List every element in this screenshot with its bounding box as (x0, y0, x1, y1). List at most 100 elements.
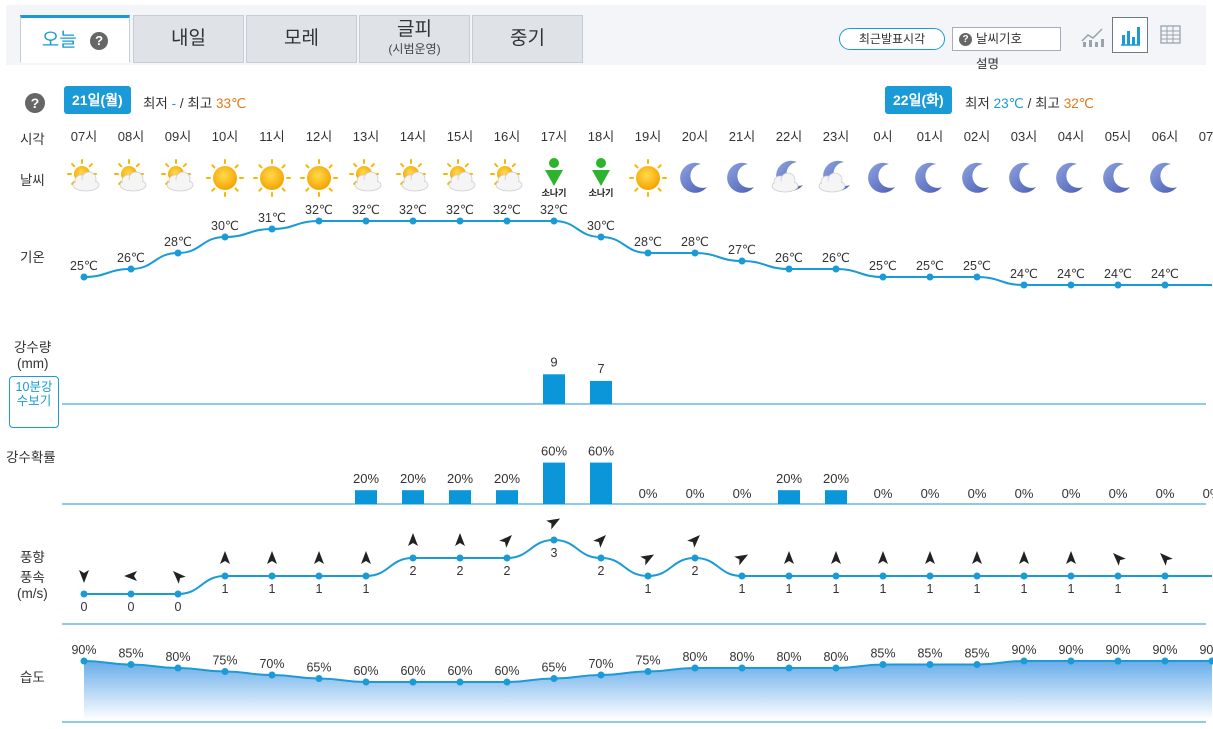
moon-icon (1103, 162, 1130, 193)
temp-label: 24℃ (1104, 267, 1132, 281)
precip-prob-label: 0% (1203, 486, 1213, 501)
tab-tomorrow-label: 내일 (171, 28, 206, 49)
weather-symbol-label: 날씨기호 (976, 32, 1023, 46)
temp-point (80, 273, 88, 281)
hour-label: 14시 (400, 129, 426, 144)
wind-speed-label: 0 (128, 600, 135, 614)
moon-icon (1056, 162, 1083, 193)
day2-temp-summary: 최저 23℃ / 최고 32℃ (965, 92, 1094, 112)
temp-point (1114, 281, 1122, 289)
precip-prob-label: 20% (776, 471, 802, 486)
row-label-precip-prob: 강수확률 (6, 450, 56, 465)
moon-icon (915, 162, 942, 193)
hour-label: 13시 (353, 129, 379, 144)
temp-point (597, 233, 605, 241)
table-view-button[interactable] (1152, 17, 1188, 53)
wind-point (879, 572, 887, 580)
humidity-point (644, 668, 652, 675)
day1-temp-summary: 최저 - / 최고 33℃ (143, 92, 246, 112)
precip-prob-bar (449, 490, 471, 504)
humidity-point (409, 678, 417, 686)
date-badge-day1: 21일(월) (64, 86, 131, 114)
temp-label: 31℃ (258, 211, 286, 225)
wind-point (738, 572, 746, 580)
precip-prob-label: 0% (1015, 486, 1034, 501)
moon-icon (1009, 162, 1036, 193)
humidity-label: 90% (1199, 643, 1213, 657)
temp-point (644, 249, 652, 257)
temp-point (550, 217, 558, 225)
humidity-label: 75% (635, 654, 660, 668)
wind-speed-label: 1 (1021, 582, 1028, 596)
wind-speed-label: 0 (81, 600, 88, 614)
tab-today[interactable]: 오늘 ? (20, 15, 130, 63)
wind-speed-label: 1 (222, 582, 229, 596)
sunny-icon (300, 159, 338, 197)
wind-arrow-icon (1019, 551, 1029, 564)
wind-arrow-icon (79, 570, 89, 583)
temp-label: 25℃ (70, 259, 98, 273)
wind-speed-label: 1 (1162, 582, 1169, 596)
precip-prob-label: 0% (1062, 486, 1081, 501)
humidity-label: 70% (259, 657, 284, 671)
precip-prob-label: 60% (541, 444, 567, 459)
wind-speed-label: 0 (175, 600, 182, 614)
weather-symbol-button[interactable]: ? 날씨기호 (952, 27, 1061, 51)
tab-mid-term[interactable]: 중기 (472, 15, 583, 63)
max-temp: 33℃ (216, 96, 247, 111)
tab-three-days[interactable]: 글피 (시범운영) (359, 15, 470, 63)
temp-label: 30℃ (587, 219, 615, 233)
precip-prob-bar (778, 490, 800, 504)
hour-label: 08시 (118, 129, 144, 144)
wind-arrow-icon (314, 551, 324, 564)
precip-prob-label: 0% (686, 486, 705, 501)
humidity-label: 60% (494, 664, 519, 678)
humidity-point (1020, 657, 1028, 665)
wind-speed-label: 1 (880, 582, 887, 596)
date-badge-day2: 22일(화) (885, 86, 952, 114)
wind-arrow-icon (267, 551, 277, 564)
tab-three-days-sub: (시범운영) (388, 42, 441, 56)
precip-prob-label: 0% (639, 486, 658, 501)
tab-day-after[interactable]: 모레 (246, 15, 357, 63)
wind-speed-label: 1 (739, 582, 746, 596)
humidity-point (738, 664, 746, 672)
humidity-label: 80% (165, 650, 190, 664)
wind-speed-label: 1 (316, 582, 323, 596)
hour-label: 07시 (1199, 129, 1213, 144)
temp-label: 25℃ (963, 259, 991, 273)
wind-arrow-icon (640, 554, 655, 566)
temp-label: 32℃ (446, 203, 474, 217)
row-label-time: 시각 (20, 132, 45, 147)
bar-chart-view-button[interactable] (1112, 17, 1148, 53)
rain-bar (590, 380, 612, 404)
tab-tomorrow[interactable]: 내일 (133, 15, 244, 63)
wind-arrow-icon (784, 551, 794, 564)
help-icon[interactable]: ? (25, 93, 45, 113)
temp-point (879, 273, 887, 281)
help-icon[interactable]: ? (90, 31, 109, 50)
line-chart-icon (1081, 28, 1104, 47)
wind-speed-label: 1 (1115, 582, 1122, 596)
hour-label: 18시 (588, 129, 614, 144)
wind-point (503, 554, 511, 562)
temp-point (926, 273, 934, 281)
recent-release-button[interactable]: 최근발표시각 (839, 28, 945, 50)
wind-point (973, 572, 981, 580)
temp-point (268, 225, 276, 233)
ten-minute-rain-button[interactable]: 10분강수보기 (9, 376, 59, 428)
partly-sunny-icon (396, 159, 429, 192)
wind-point (456, 554, 464, 562)
wind-speed-label: 1 (927, 582, 934, 596)
hour-label: 20시 (682, 129, 708, 144)
row-label-rain-unit: (mm) (17, 356, 49, 371)
wind-arrow-icon (687, 535, 700, 548)
hour-label: 06시 (1152, 129, 1178, 144)
partly-sunny-icon (114, 159, 147, 192)
line-chart-view-button[interactable] (1074, 17, 1110, 53)
wind-point (1067, 572, 1075, 580)
partly-sunny-icon (443, 159, 476, 192)
wind-point (832, 572, 840, 580)
row-label-wind-dir: 풍향 (20, 550, 45, 565)
separator: / (1027, 96, 1032, 111)
